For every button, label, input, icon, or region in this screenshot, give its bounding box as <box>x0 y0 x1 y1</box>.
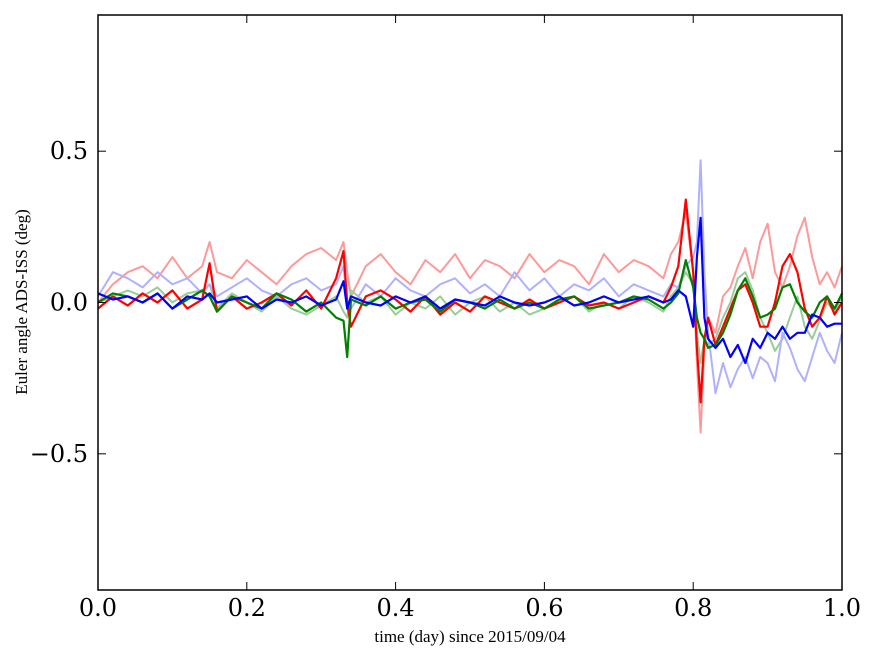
y-axis-label: Euler angle ADS-ISS (deg) <box>12 209 31 395</box>
y-tick-label: −0.5 <box>30 440 88 468</box>
y-tick-label: 0.5 <box>50 137 88 165</box>
series-line-1 <box>97 210 843 434</box>
ticks-layer: 0.0 0.2 0.4 0.6 0.8 1.0 −0.5 0.0 0.5 <box>30 15 861 622</box>
series-line-4 <box>97 198 843 404</box>
x-axis-label: time (day) since 2015/09/04 <box>374 627 566 646</box>
series-line-5 <box>97 259 843 359</box>
x-tick-label: 1.0 <box>823 594 861 622</box>
series-layer <box>97 159 843 434</box>
x-tick-label: 0.8 <box>674 594 712 622</box>
series-line-6 <box>97 216 842 365</box>
x-tick-label: 0.4 <box>377 594 415 622</box>
x-tick-label: 0.6 <box>525 594 563 622</box>
x-tick-label: 0.2 <box>228 594 266 622</box>
x-tick-label: 0.0 <box>79 594 117 622</box>
y-tick-label: 0.0 <box>50 289 88 317</box>
series-line-3 <box>97 159 843 395</box>
